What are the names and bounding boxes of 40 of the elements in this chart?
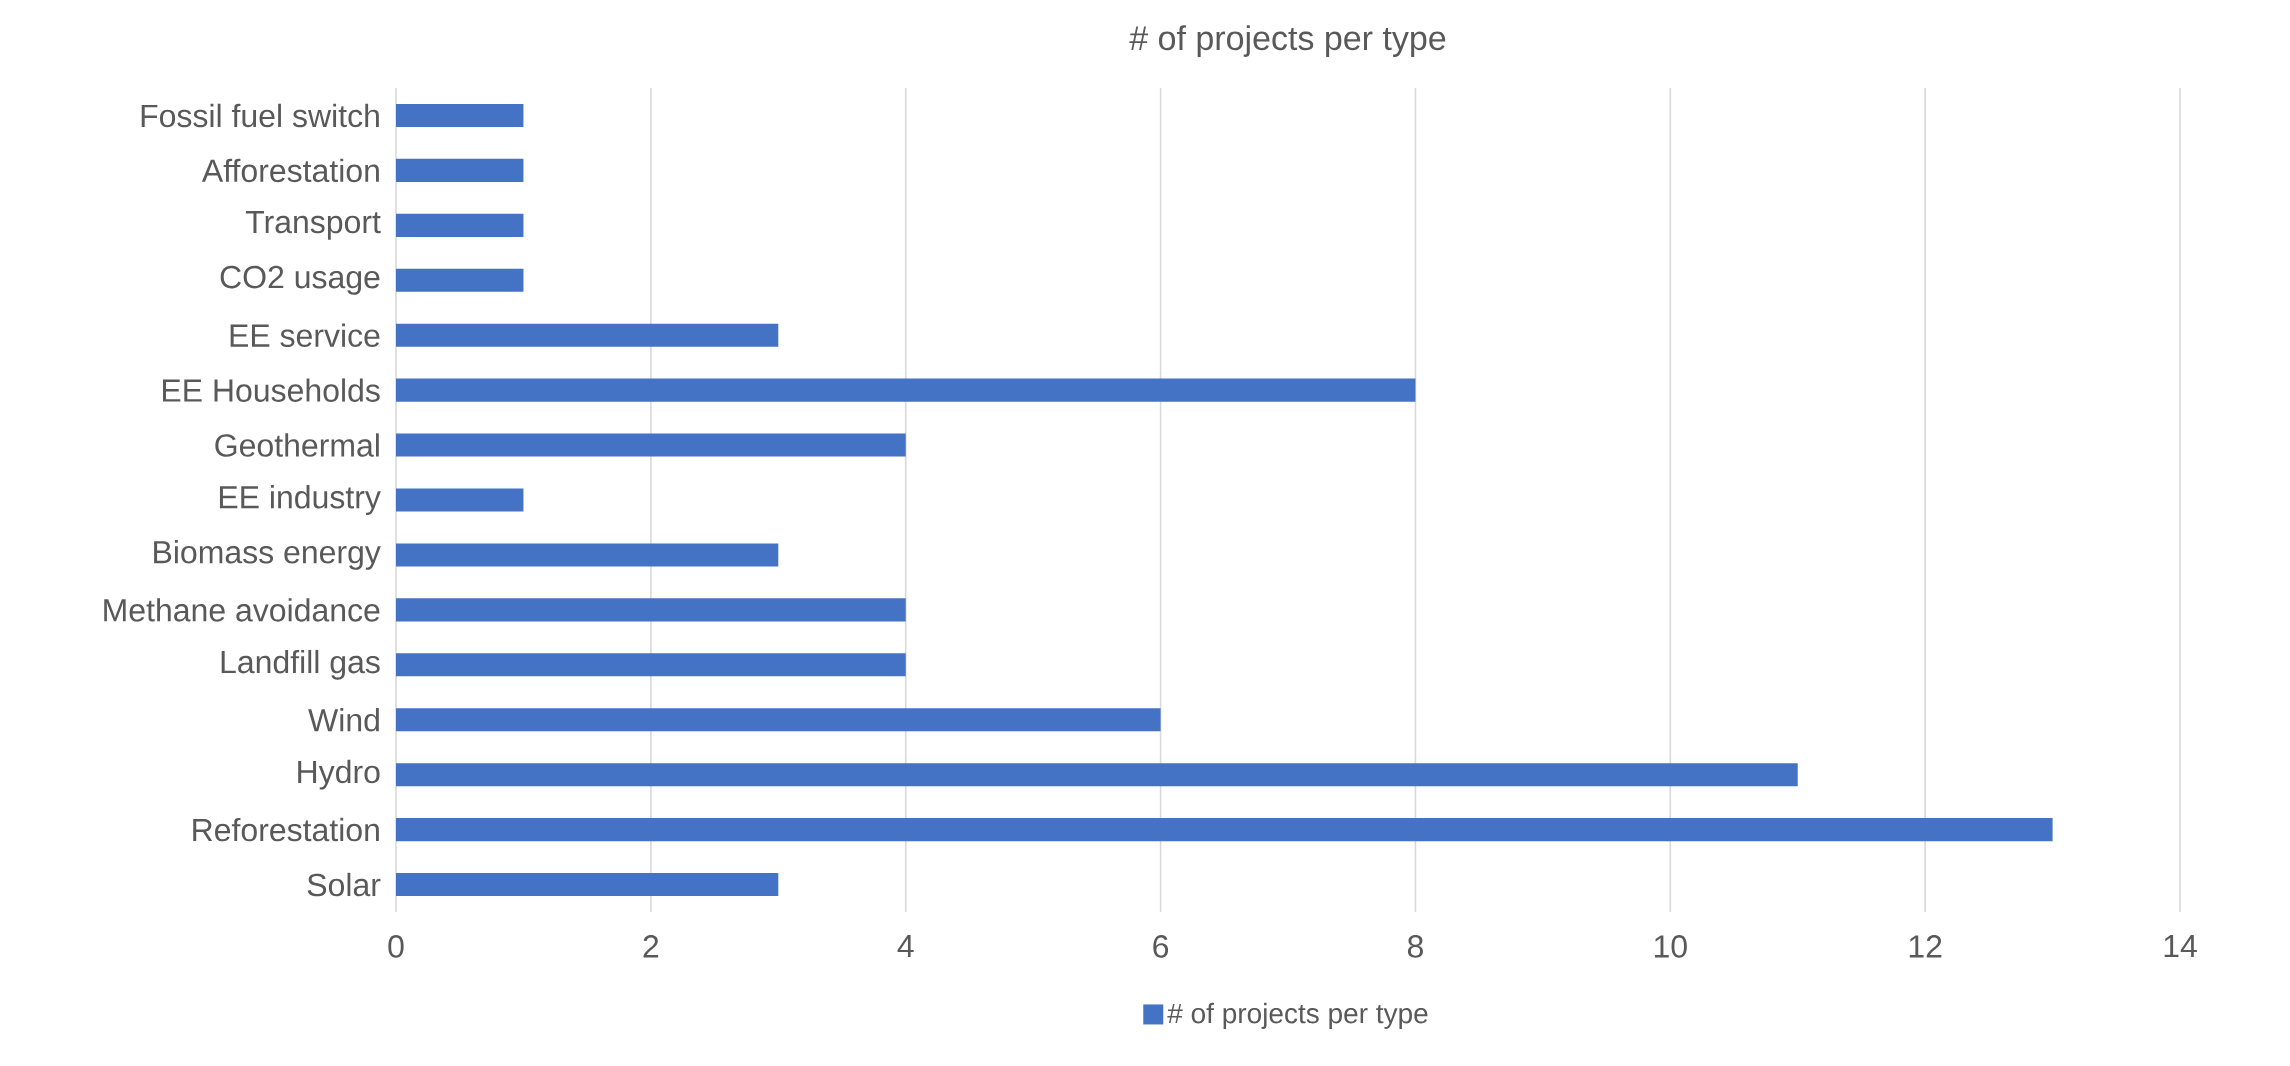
y-tick-label: Fossil fuel switch: [141, 103, 379, 128]
y-tick-label: Biomass energy: [154, 540, 381, 570]
legend-label: # of projects per type: [1167, 1002, 1428, 1029]
x-tick-label: 10: [1654, 935, 1687, 958]
y-tick-label: Geothermal: [215, 433, 379, 457]
x-tick-label: 2: [643, 935, 659, 958]
y-tick-label: Wind: [308, 708, 379, 732]
bar: [396, 653, 906, 677]
x-tick-label: 8: [1407, 935, 1423, 958]
x-tick-label: 4: [897, 935, 914, 958]
bar: [396, 433, 906, 457]
y-tick-label: Solar: [307, 872, 381, 897]
x-tick-label: 12: [1909, 935, 1942, 958]
y-tick-label: EE industry: [219, 485, 381, 515]
y-tick-label: Afforestation: [201, 158, 379, 183]
bar: [396, 488, 524, 512]
bar: [396, 323, 779, 347]
bar: [396, 268, 524, 292]
bar: [396, 543, 779, 567]
x-tick-label: 14: [2164, 935, 2197, 958]
bar: [396, 598, 906, 622]
y-tick-label: Transport: [245, 211, 381, 240]
chart-title: # of projects per type: [1129, 25, 1446, 57]
bar: [396, 818, 2053, 842]
y-tick-label: Hydro: [298, 759, 380, 790]
bar: [396, 103, 524, 128]
y-tick-label: EE Households: [162, 378, 380, 402]
y-tick-label: Methane avoidance: [104, 598, 380, 622]
y-tick-label: Reforestation: [193, 817, 379, 842]
bar: [396, 708, 1161, 732]
bar: [396, 763, 1798, 787]
bar: [396, 158, 524, 182]
y-tick-label: EE service: [230, 323, 380, 347]
y-tick-label: Landfill gas: [221, 649, 380, 680]
x-tick-label: 6: [1153, 935, 1169, 958]
bar: [396, 873, 779, 897]
bar: [396, 213, 524, 237]
y-tick-label: CO2 usage: [220, 265, 380, 295]
bar: [396, 378, 1416, 402]
x-tick-label: 0: [388, 935, 404, 958]
